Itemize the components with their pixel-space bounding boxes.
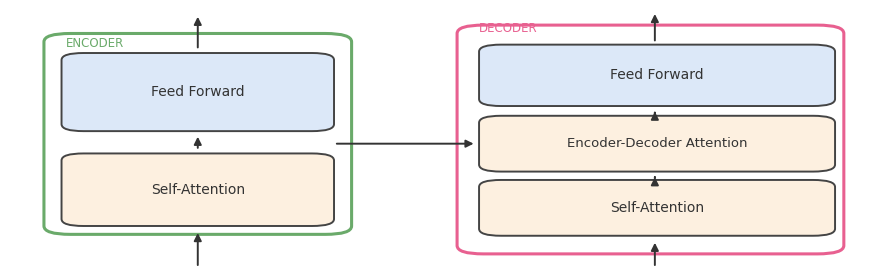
FancyBboxPatch shape <box>457 25 843 254</box>
Text: Encoder-Decoder Attention: Encoder-Decoder Attention <box>566 137 746 150</box>
Text: Self-Attention: Self-Attention <box>609 201 703 215</box>
Text: Feed Forward: Feed Forward <box>609 68 703 82</box>
FancyBboxPatch shape <box>479 180 834 236</box>
FancyBboxPatch shape <box>44 33 351 234</box>
FancyBboxPatch shape <box>479 45 834 106</box>
FancyBboxPatch shape <box>61 153 334 226</box>
Text: Feed Forward: Feed Forward <box>151 85 244 99</box>
Text: ENCODER: ENCODER <box>66 37 124 50</box>
Text: DECODER: DECODER <box>479 22 537 35</box>
FancyBboxPatch shape <box>61 53 334 131</box>
FancyBboxPatch shape <box>479 116 834 172</box>
Text: Self-Attention: Self-Attention <box>150 183 245 197</box>
